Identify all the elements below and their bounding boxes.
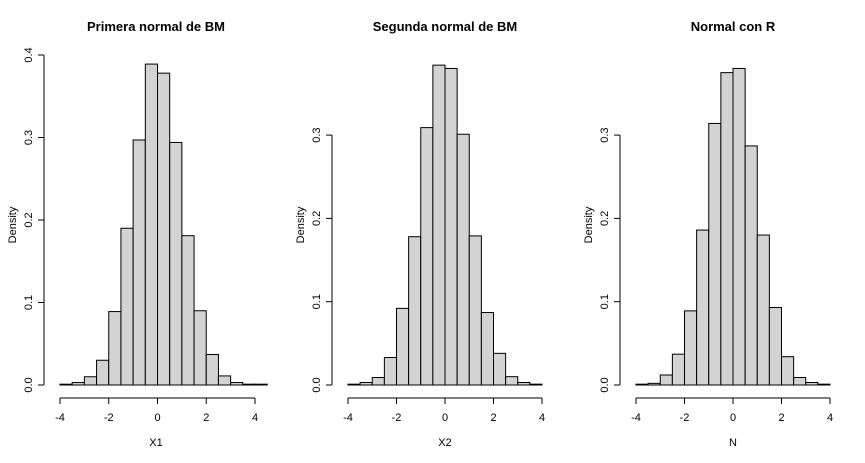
y-tick-label: 0.0 xyxy=(23,377,35,392)
histogram-bar xyxy=(383,357,397,386)
x-tick-label: -2 xyxy=(104,412,114,424)
histogram-bar xyxy=(254,383,268,386)
x-tick-label: -4 xyxy=(631,412,641,424)
x-axis-label: X2 xyxy=(438,437,451,449)
histogram-bar xyxy=(647,382,661,386)
histogram-bar xyxy=(181,235,195,386)
histogram-bar xyxy=(59,383,73,386)
y-tick-label: 0.1 xyxy=(599,294,611,309)
histogram-bar xyxy=(371,377,385,386)
y-tick-label: 0.2 xyxy=(23,212,35,227)
histogram-bar xyxy=(144,63,158,386)
x-axis-label: X1 xyxy=(149,437,162,449)
histogram-bar xyxy=(132,139,146,386)
histogram-bar xyxy=(781,356,795,386)
y-tick-label: 0.2 xyxy=(311,211,323,226)
histogram-bar xyxy=(696,229,710,386)
histogram-bar xyxy=(408,236,422,386)
x-tick-label: 0 xyxy=(154,412,160,424)
histogram-bar xyxy=(732,67,746,386)
histogram-bar xyxy=(817,383,831,386)
histogram-bar xyxy=(684,310,698,386)
histogram-panel-3: Normal con R -4 -2 0 2 4 N 0.0 0.1 0.2 0.3 Density xyxy=(583,19,833,449)
histogram-bar xyxy=(396,307,410,386)
histogram-panel-2: Segunda normal de BM -4 -2 0 2 4 X2 0.0 0.1 0.2 0.… xyxy=(295,19,545,449)
histogram-bar xyxy=(444,67,458,386)
histogram-bar xyxy=(659,374,673,386)
histogram-bar xyxy=(193,310,207,386)
histogram-bar xyxy=(468,235,482,386)
x-tick-label: 2 xyxy=(203,412,209,424)
chart-title: Primera normal de BM xyxy=(87,19,225,34)
x-tick-label: -2 xyxy=(680,412,690,424)
y-tick-label: 0.0 xyxy=(311,377,323,392)
x-tick-label: -4 xyxy=(55,412,65,424)
histogram-bar xyxy=(96,359,110,386)
chart-title: Segunda normal de BM xyxy=(373,19,517,34)
histogram-bar xyxy=(456,133,470,386)
histogram-bar xyxy=(744,145,758,386)
x-tick-label: 0 xyxy=(442,412,448,424)
x-tick-label: 2 xyxy=(778,412,784,424)
x-tick-label: 4 xyxy=(827,412,833,424)
histogram-bar xyxy=(493,352,507,386)
histogram-bar xyxy=(480,312,494,386)
histogram-bar xyxy=(108,311,122,386)
histogram-bar xyxy=(359,382,373,386)
y-tick-label: 0.4 xyxy=(23,47,35,62)
histogram-bar xyxy=(517,382,531,386)
histogram-bar xyxy=(230,382,244,386)
histogram-bar xyxy=(157,72,171,386)
y-tick-label: 0.1 xyxy=(311,294,323,309)
histogram-bar xyxy=(756,234,770,386)
histogram-bar xyxy=(708,122,722,386)
x-axis-label: N xyxy=(729,437,737,449)
x-tick-label: -2 xyxy=(392,412,402,424)
x-tick-label: 2 xyxy=(490,412,496,424)
y-tick-label: 0.3 xyxy=(311,127,323,142)
histogram-bar xyxy=(768,307,782,386)
histogram-bar xyxy=(71,382,85,386)
y-tick-label: 0.0 xyxy=(599,377,611,392)
y-axis-label: Density xyxy=(583,206,595,243)
x-tick-label: -4 xyxy=(343,412,353,424)
histogram-bar xyxy=(432,64,446,386)
histogram-bar xyxy=(242,383,256,386)
histogram-bar xyxy=(420,127,434,386)
histogram-bar xyxy=(217,375,232,386)
histogram-bar xyxy=(120,227,134,386)
histogram-bar xyxy=(529,383,543,386)
histogram-bar xyxy=(720,72,734,386)
x-tick-label: 0 xyxy=(730,412,736,424)
x-tick-label: 4 xyxy=(252,412,258,424)
y-axis-label: Density xyxy=(7,206,19,243)
histogram-bar xyxy=(635,383,649,386)
chart-title: Normal con R xyxy=(691,19,776,34)
histogram-bar xyxy=(505,376,519,386)
histogram-bar xyxy=(169,141,183,386)
histogram-bar xyxy=(83,376,98,386)
histogram-bar xyxy=(793,377,807,386)
histogram-panel-1: Primera normal de BM -4 -2 0 2 4 X1 0.0 0.1 0.2 0.… xyxy=(7,19,268,449)
histogram-bar xyxy=(671,353,685,386)
y-tick-label: 0.2 xyxy=(599,211,611,226)
y-axis-label: Density xyxy=(295,206,307,243)
histogram-bar xyxy=(205,353,219,386)
histogram-bar xyxy=(347,383,361,386)
y-tick-label: 0.3 xyxy=(599,127,611,142)
histogram-bar xyxy=(805,382,819,386)
y-tick-label: 0.1 xyxy=(23,295,35,310)
y-tick-label: 0.3 xyxy=(23,130,35,145)
x-tick-label: 4 xyxy=(539,412,545,424)
